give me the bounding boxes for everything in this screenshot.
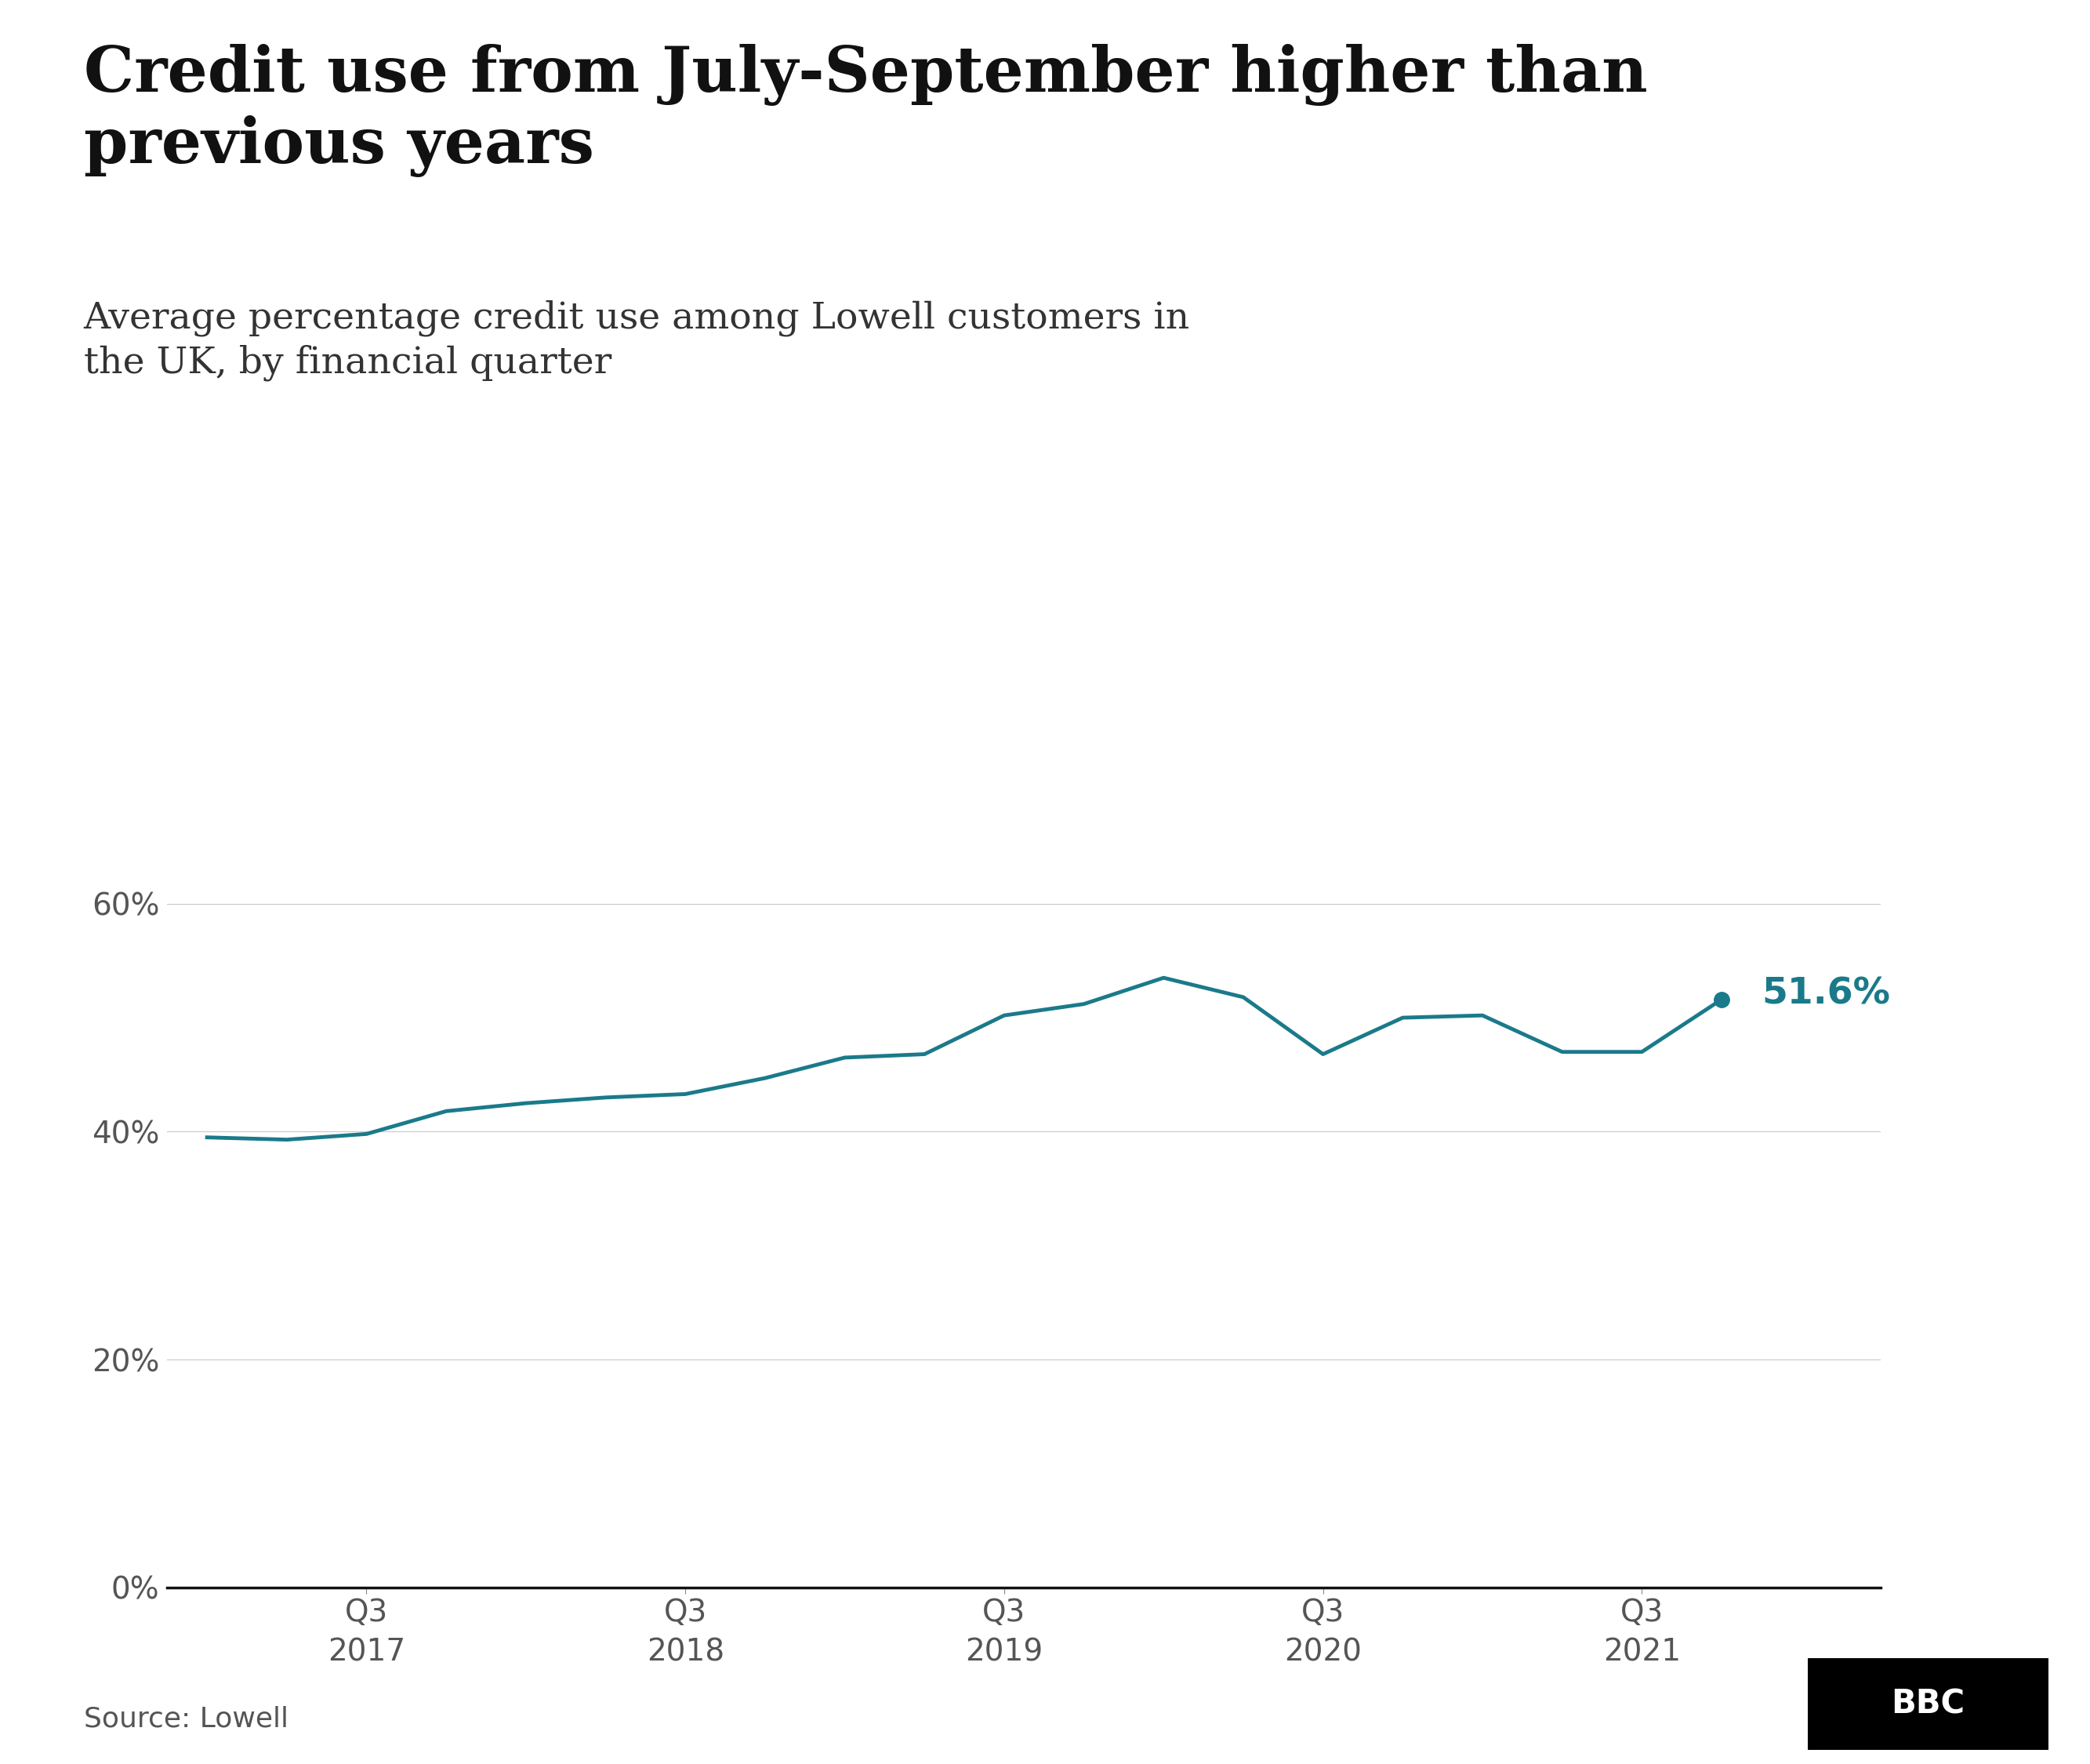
Text: Average percentage credit use among Lowell customers in
the UK, by financial qua: Average percentage credit use among Lowe…	[84, 300, 1189, 381]
Text: Credit use from July-September higher than
previous years: Credit use from July-September higher th…	[84, 44, 1647, 178]
Text: 51.6%: 51.6%	[1762, 975, 1889, 1011]
Text: BBC: BBC	[1891, 1688, 1965, 1720]
Text: Source: Lowell: Source: Lowell	[84, 1706, 288, 1732]
